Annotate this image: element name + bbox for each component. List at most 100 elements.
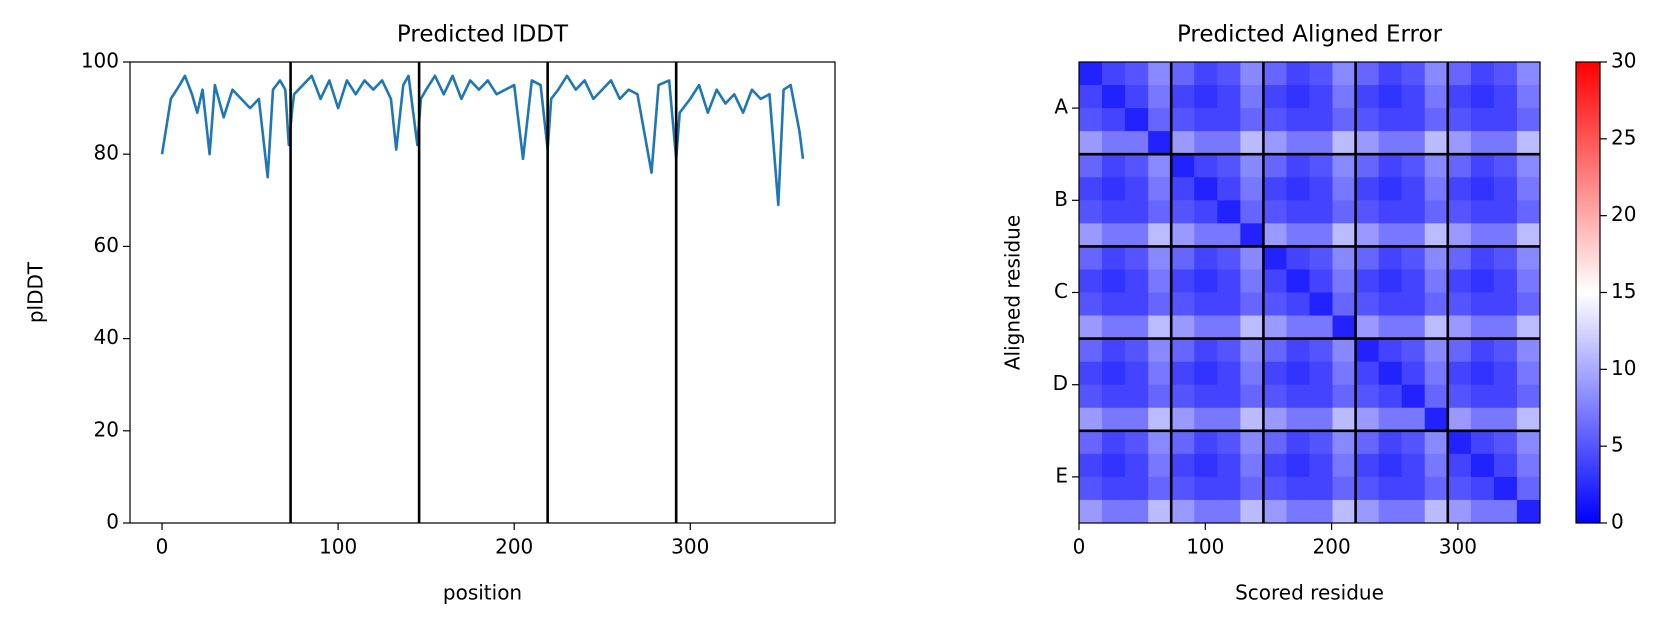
heatmap-cell	[1378, 292, 1403, 317]
heatmap-cell	[1309, 269, 1334, 293]
heatmap-cell	[1355, 476, 1380, 501]
heatmap-cell	[1447, 499, 1472, 524]
heatmap-cell	[1217, 315, 1241, 340]
heatmap-cell	[1493, 315, 1518, 340]
heatmap-cell	[1263, 108, 1287, 132]
heatmap-cell	[1424, 269, 1449, 293]
heatmap-cell	[1125, 384, 1149, 409]
heatmap-cell	[1102, 108, 1126, 132]
heatmap-cell	[1355, 200, 1380, 224]
heatmap-cell	[1447, 85, 1472, 109]
heatmap-cell	[1079, 223, 1103, 247]
heatmap-cell	[1447, 131, 1472, 155]
heatmap-cell	[1470, 246, 1495, 270]
heatmap-cell	[1516, 246, 1541, 270]
heatmap-cell	[1401, 131, 1426, 155]
heatmap-cell	[1493, 246, 1518, 270]
y-axis-label: plDDT	[24, 261, 48, 323]
heatmap-cell	[1194, 430, 1218, 455]
colorbar-tick-label: 15	[1611, 279, 1636, 303]
heatmap-cell	[1424, 338, 1449, 363]
heatmap-cell	[1286, 200, 1310, 224]
heatmap-cell	[1148, 361, 1172, 386]
heatmap-cell	[1355, 453, 1380, 478]
heatmap-cell	[1355, 361, 1380, 386]
heatmap-cell	[1125, 499, 1149, 524]
heatmap-cell	[1355, 292, 1380, 317]
heatmap-cell	[1102, 338, 1126, 363]
heatmap-cell	[1424, 200, 1449, 224]
heatmap-cell	[1470, 499, 1495, 524]
heatmap-cell	[1309, 453, 1334, 478]
heatmap-cell	[1263, 154, 1287, 178]
heatmap-cell	[1355, 430, 1380, 455]
heatmap-cell	[1424, 154, 1449, 178]
heatmap-cell	[1102, 85, 1126, 109]
heatmap-cell	[1194, 223, 1218, 247]
heatmap-cell	[1470, 108, 1495, 132]
heatmap-cell	[1493, 108, 1518, 132]
heatmap-cell	[1401, 315, 1426, 340]
heatmap-cell	[1332, 453, 1357, 478]
heatmap-cell	[1447, 292, 1472, 317]
heatmap-cell	[1286, 315, 1310, 340]
heatmap-cell	[1286, 476, 1310, 501]
heatmap-cell	[1079, 177, 1103, 201]
heatmap-cell	[1516, 269, 1541, 293]
heatmap-cell	[1516, 108, 1541, 132]
heatmap-cell	[1079, 453, 1103, 478]
heatmap-cell	[1470, 315, 1495, 340]
heatmap-cell	[1332, 177, 1357, 201]
heatmap-cell	[1355, 269, 1380, 293]
heatmap-cell	[1102, 62, 1126, 86]
heatmap-cell	[1286, 407, 1310, 432]
heatmap-cell	[1171, 246, 1195, 270]
heatmap-cell	[1447, 200, 1472, 224]
heatmap-cell	[1286, 246, 1310, 270]
heatmap-cell	[1194, 269, 1218, 293]
heatmap-cell	[1355, 315, 1380, 340]
heatmap-cell	[1240, 269, 1264, 293]
heatmap-cell	[1332, 476, 1357, 501]
heatmap-cell	[1102, 177, 1126, 201]
heatmap-cell	[1493, 430, 1518, 455]
heatmap-cell	[1217, 223, 1241, 247]
heatmap-cell	[1125, 200, 1149, 224]
heatmap-cell	[1470, 476, 1495, 501]
heatmap-cell	[1355, 85, 1380, 109]
heatmap-cell	[1378, 338, 1403, 363]
heatmap-cell	[1217, 430, 1241, 455]
heatmap-cell	[1447, 361, 1472, 386]
heatmap-cell	[1470, 407, 1495, 432]
heatmap-cell	[1263, 384, 1287, 409]
x-tick-label: 300	[671, 535, 709, 559]
heatmap-cell	[1470, 269, 1495, 293]
heatmap-cell	[1263, 361, 1287, 386]
heatmap-cell	[1286, 338, 1310, 363]
heatmap-cell	[1424, 315, 1449, 340]
heatmap-cell	[1240, 499, 1264, 524]
y-tick-label: A	[1054, 95, 1068, 119]
heatmap-cell	[1263, 62, 1287, 86]
heatmap-cell	[1493, 338, 1518, 363]
heatmap-cell	[1125, 269, 1149, 293]
heatmap-cell	[1309, 407, 1334, 432]
heatmap-cell	[1079, 499, 1103, 524]
heatmap-cell	[1332, 85, 1357, 109]
heatmap-cell	[1194, 200, 1218, 224]
heatmap-cell	[1194, 85, 1218, 109]
heatmap-cell	[1194, 246, 1218, 270]
heatmap-cell	[1493, 177, 1518, 201]
heatmap-cell	[1217, 62, 1241, 86]
heatmap-cell	[1125, 154, 1149, 178]
heatmap-cell	[1102, 476, 1126, 501]
x-tick-label: 200	[495, 535, 533, 559]
heatmap-cell	[1378, 384, 1403, 409]
heatmap-cell	[1309, 223, 1334, 247]
heatmap-cell	[1493, 292, 1518, 317]
heatmap-cell	[1194, 315, 1218, 340]
heatmap-cell	[1332, 200, 1357, 224]
heatmap-cell	[1217, 499, 1241, 524]
heatmap-cell	[1424, 62, 1449, 86]
heatmap-cell	[1125, 85, 1149, 109]
